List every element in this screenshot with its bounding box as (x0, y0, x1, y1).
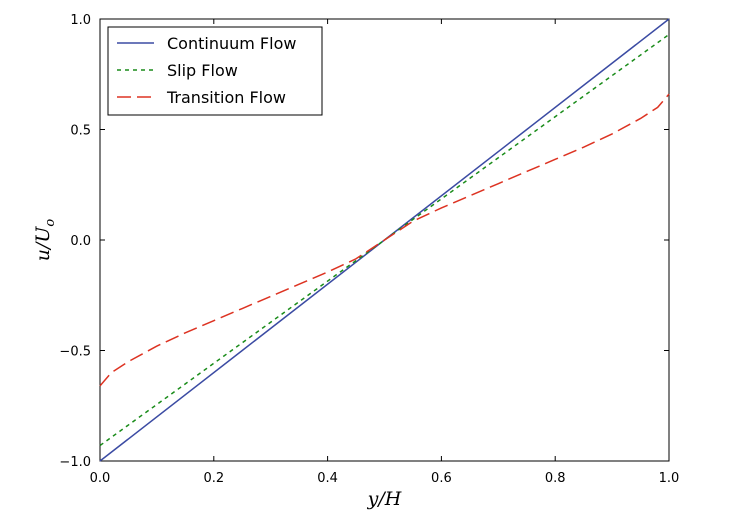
legend: Continuum Flow Slip Flow Transition Flow (107, 26, 323, 116)
series-line-slip-flow (99, 33, 670, 447)
x-tick-label: 0.2 (203, 471, 224, 486)
legend-box (107, 26, 323, 116)
x-tick-label: 0.8 (545, 471, 566, 486)
y-tick-label: 1.0 (70, 13, 91, 28)
y-axis-label-subscript: o (43, 219, 58, 227)
y-tick-label: 0.0 (70, 234, 91, 249)
x-tick-label: 0.4 (317, 471, 338, 486)
x-tick-label: 0.6 (431, 471, 452, 486)
ticks: 0.0 0.2 0.4 0.6 0.8 1.0 −1.0 −0.5 0.0 0.5 1.0 (59, 13, 679, 486)
legend-label: Transition Flow (166, 88, 286, 107)
x-tick-label: 0.0 (90, 471, 111, 486)
y-axis-label: u/Uo (32, 219, 58, 262)
y-tick-label: 0.5 (70, 124, 91, 139)
legend-label: Slip Flow (167, 61, 238, 80)
y-axis-label-main: u/U (32, 226, 54, 262)
series-layer (99, 18, 670, 462)
x-axis-label: y/H (367, 488, 402, 510)
series-line-transition-flow (99, 93, 670, 387)
y-tick-label: −1.0 (59, 455, 91, 470)
legend-label: Continuum Flow (167, 34, 296, 53)
x-tick-label: 1.0 (659, 471, 680, 486)
y-tick-label: −0.5 (59, 345, 91, 360)
